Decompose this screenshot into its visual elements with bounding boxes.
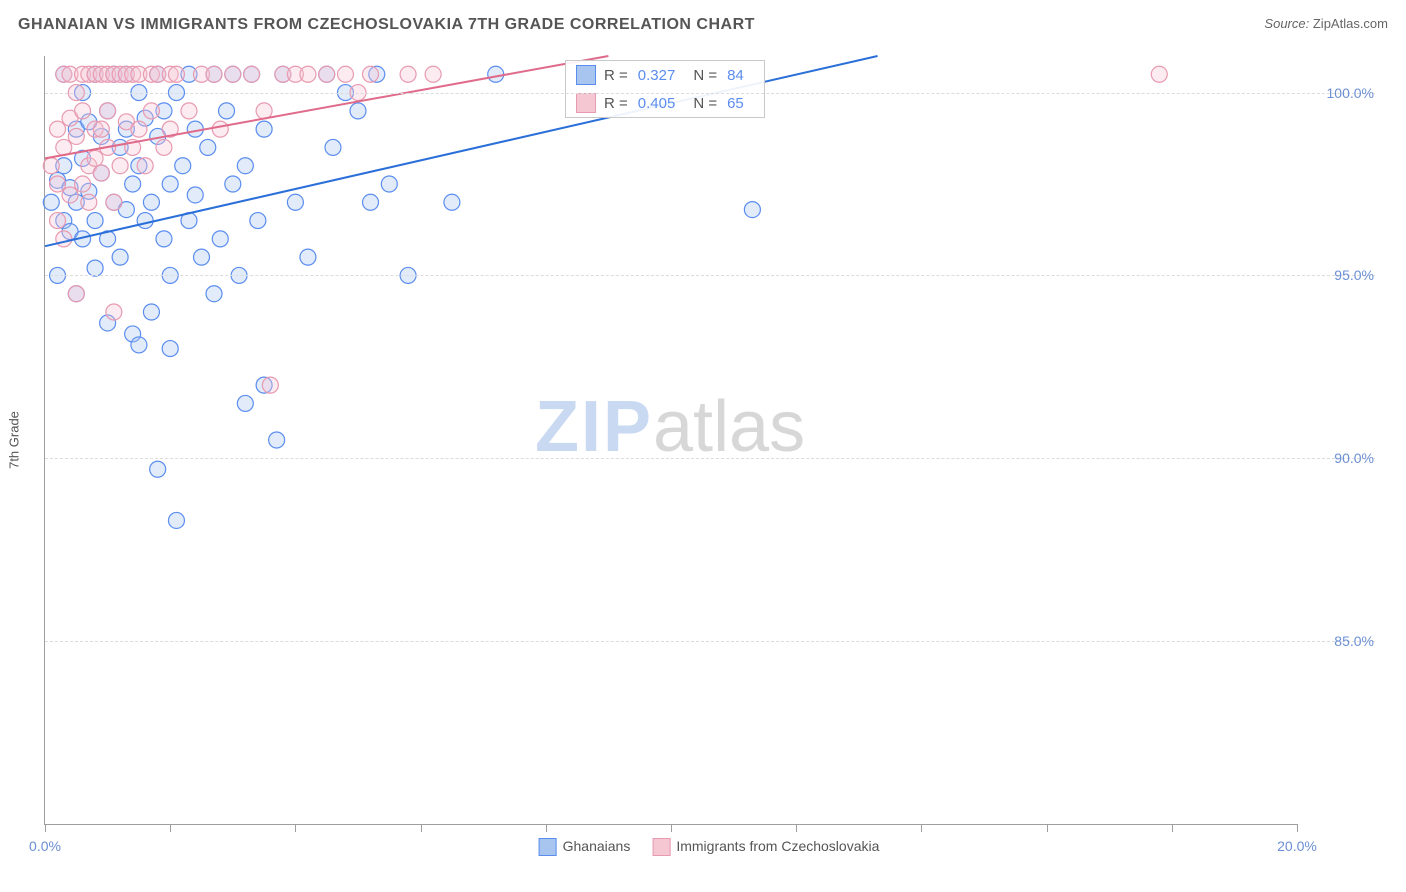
x-tick xyxy=(1172,824,1173,832)
y-tick-label: 95.0% xyxy=(1334,267,1374,283)
stats-n-value: 65 xyxy=(727,95,744,112)
y-tick-label: 100.0% xyxy=(1327,85,1374,101)
plot-area: ZIPatlas R = 0.327 N = 84 R = 0.405 N = … xyxy=(44,56,1297,825)
x-tick-label: 20.0% xyxy=(1277,838,1317,854)
gridline xyxy=(45,458,1375,459)
gridline xyxy=(45,641,1375,642)
stats-r-value: 0.405 xyxy=(638,95,676,112)
y-tick-label: 85.0% xyxy=(1334,633,1374,649)
y-tick-label: 90.0% xyxy=(1334,450,1374,466)
legend-item-ghanaians: Ghanaians xyxy=(539,838,631,856)
x-axis-legend: Ghanaians Immigrants from Czechoslovakia xyxy=(539,838,880,856)
scatter-plot: 7th Grade ZIPatlas R = 0.327 N = 84 R = … xyxy=(44,56,1374,824)
legend-label: Immigrants from Czechoslovakia xyxy=(676,838,879,854)
gridline xyxy=(45,93,1375,94)
stats-swatch-pink xyxy=(576,93,596,113)
stats-r-label: R = xyxy=(604,95,628,112)
x-tick-label: 0.0% xyxy=(29,838,61,854)
gridline xyxy=(45,275,1375,276)
stats-n-label: N = xyxy=(693,95,717,112)
legend-item-czech: Immigrants from Czechoslovakia xyxy=(652,838,879,856)
x-tick xyxy=(295,824,296,832)
y-axis-label: 7th Grade xyxy=(7,411,22,469)
chart-header: GHANAIAN VS IMMIGRANTS FROM CZECHOSLOVAK… xyxy=(18,16,1388,40)
stats-n-value: 84 xyxy=(727,67,744,84)
x-tick xyxy=(671,824,672,832)
x-tick xyxy=(546,824,547,832)
x-tick xyxy=(1047,824,1048,832)
trend-line xyxy=(45,56,608,158)
source-label: Source: xyxy=(1264,16,1309,31)
source-attribution: Source: ZipAtlas.com xyxy=(1264,16,1388,31)
x-tick xyxy=(45,824,46,832)
legend-swatch-pink xyxy=(652,838,670,856)
source-value: ZipAtlas.com xyxy=(1313,16,1388,31)
chart-title: GHANAIAN VS IMMIGRANTS FROM CZECHOSLOVAK… xyxy=(18,16,755,33)
x-tick xyxy=(421,824,422,832)
x-tick xyxy=(170,824,171,832)
stats-r-label: R = xyxy=(604,67,628,84)
stats-legend-box: R = 0.327 N = 84 R = 0.405 N = 65 xyxy=(565,60,765,118)
legend-label: Ghanaians xyxy=(563,838,631,854)
stats-r-value: 0.327 xyxy=(638,67,676,84)
x-tick xyxy=(796,824,797,832)
stats-n-label: N = xyxy=(693,67,717,84)
trend-lines-layer xyxy=(45,56,1297,824)
x-tick xyxy=(921,824,922,832)
stats-row-ghanaians: R = 0.327 N = 84 xyxy=(566,61,764,89)
legend-swatch-blue xyxy=(539,838,557,856)
stats-swatch-blue xyxy=(576,65,596,85)
x-tick xyxy=(1297,824,1298,832)
